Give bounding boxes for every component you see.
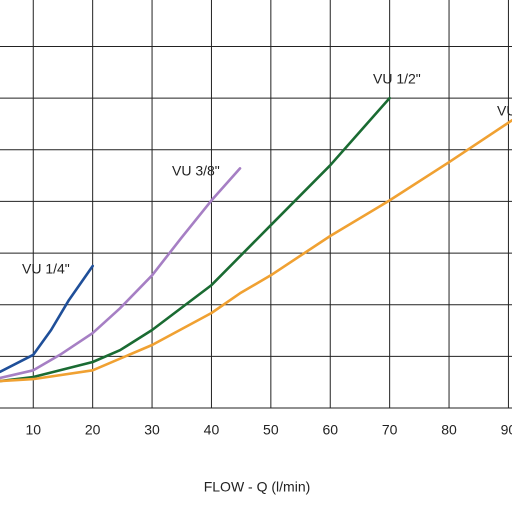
x-tick-label: 90 [501, 422, 512, 438]
x-tick-label: 60 [322, 422, 338, 438]
x-tick-label: 40 [204, 422, 220, 438]
series-label: VU 1/2" [373, 71, 421, 87]
x-tick-label: 10 [25, 422, 41, 438]
series-line [0, 264, 94, 374]
x-tick-label: 30 [144, 422, 160, 438]
x-tick-label: 20 [85, 422, 101, 438]
series-label: VU 3/8" [172, 163, 220, 179]
x-tick-label: 80 [441, 422, 457, 438]
x-tick-label: 70 [382, 422, 398, 438]
x-tick-label: 50 [263, 422, 279, 438]
series-line [0, 167, 242, 380]
series-line [0, 119, 512, 383]
series-label: VU [497, 103, 512, 119]
x-axis-label: FLOW - Q (l/min) [204, 479, 311, 495]
series-line [0, 96, 391, 383]
series-label: VU 1/4" [22, 261, 70, 277]
